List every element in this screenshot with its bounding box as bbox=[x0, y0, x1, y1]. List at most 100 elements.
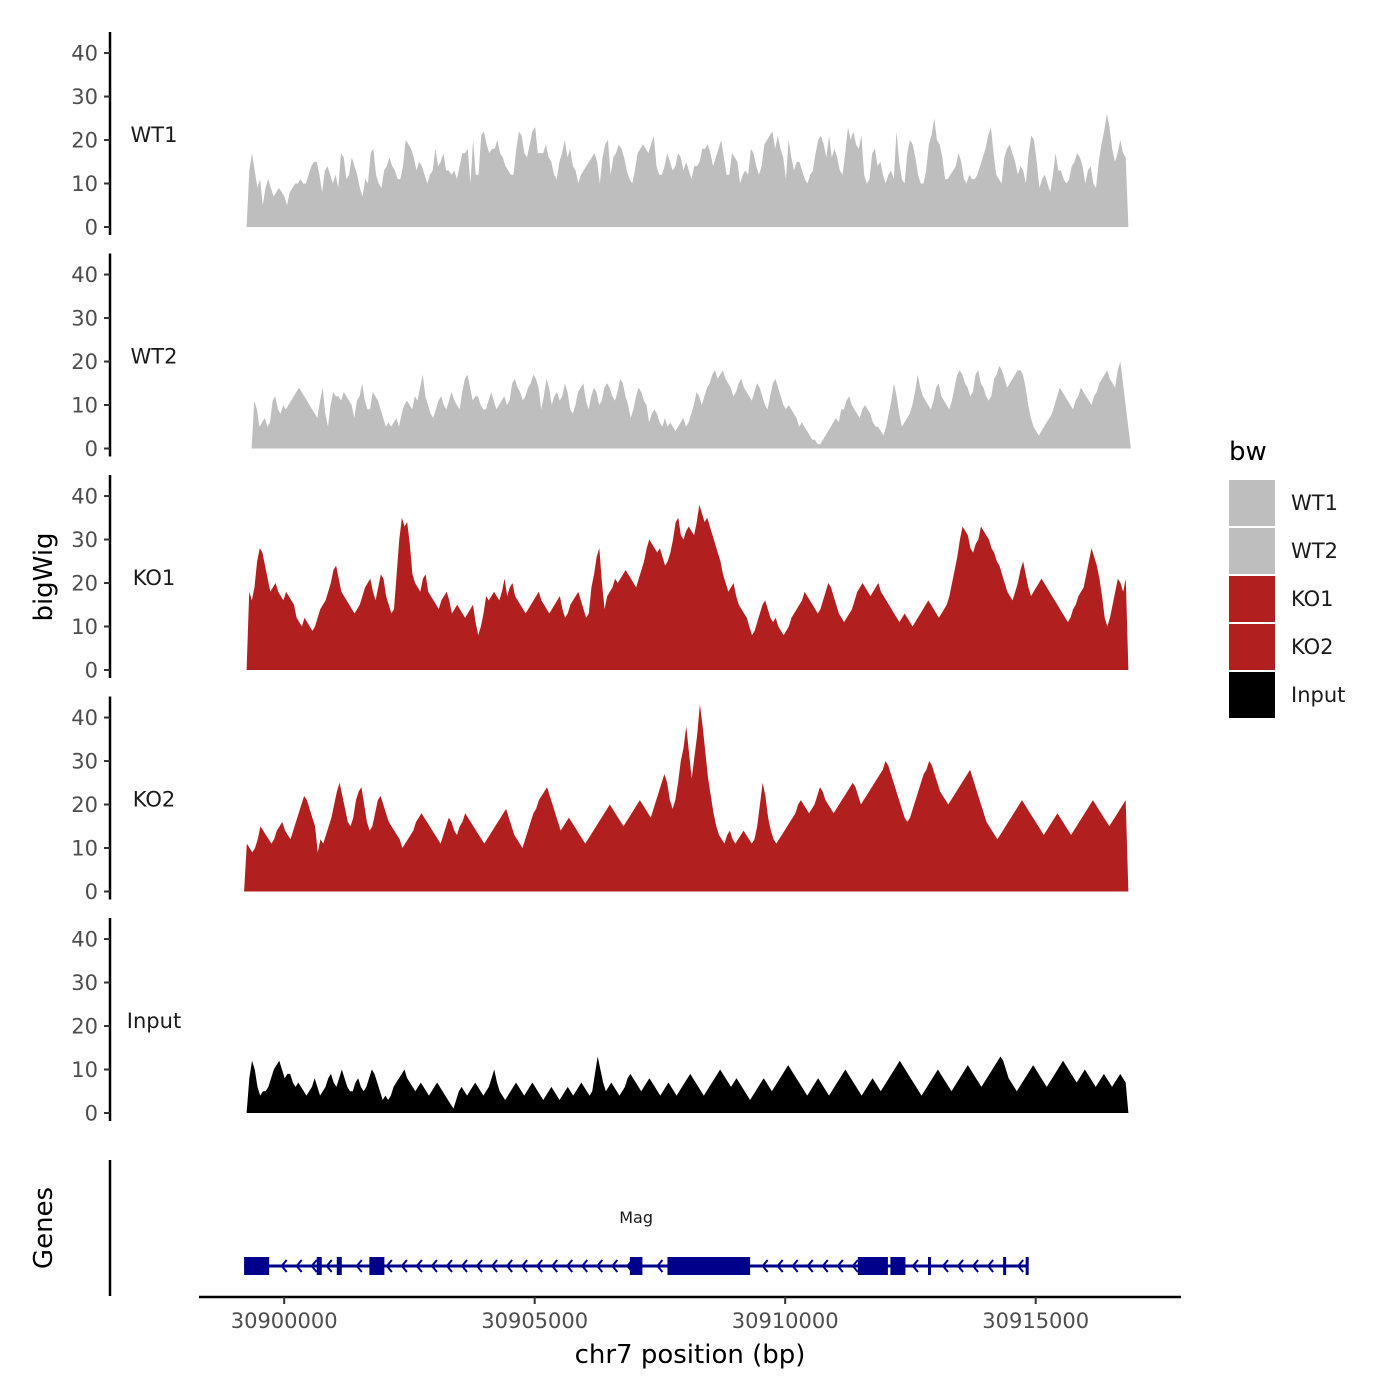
y-tick-label: 20 bbox=[71, 1015, 98, 1039]
x-axis-title: chr7 position (bp) bbox=[575, 1340, 806, 1370]
strand-arrow-icon bbox=[460, 1259, 468, 1273]
strand-arrow-icon bbox=[761, 1259, 769, 1273]
y-tick-label: 10 bbox=[71, 172, 98, 196]
strand-arrow-icon bbox=[821, 1259, 829, 1273]
strand-arrow-icon bbox=[430, 1259, 438, 1273]
strand-arrow-icon bbox=[776, 1259, 784, 1273]
legend-swatch bbox=[1229, 480, 1275, 526]
coverage-area-ko2 bbox=[244, 704, 1129, 892]
y-axis-title: bigWig bbox=[29, 532, 59, 621]
y-tick-label: 10 bbox=[71, 394, 98, 418]
strand-arrow-icon bbox=[550, 1259, 558, 1273]
legend-swatch bbox=[1229, 624, 1275, 670]
track-ko2: 0 10 20 30 40 KO2 bbox=[71, 696, 1129, 904]
track-wt1: 0 10 20 30 40 WT1 bbox=[71, 32, 1129, 240]
track-label-wt1: WT1 bbox=[131, 123, 178, 147]
y-tick-label: 20 bbox=[71, 793, 98, 817]
x-tick-label: 30910000 bbox=[732, 1309, 839, 1333]
exon bbox=[629, 1257, 643, 1275]
legend-item-input: Input bbox=[1229, 672, 1345, 718]
gene-label: Mag bbox=[619, 1208, 653, 1227]
exon bbox=[1003, 1257, 1007, 1275]
track-label-ko2: KO2 bbox=[133, 788, 176, 812]
strand-arrow-icon bbox=[490, 1259, 498, 1273]
legend-label: KO2 bbox=[1291, 635, 1334, 659]
track-label-ko1: KO1 bbox=[133, 566, 176, 590]
y-tick-label: 40 bbox=[71, 263, 98, 287]
exon bbox=[336, 1257, 342, 1275]
gene-mag: Mag bbox=[244, 1208, 1029, 1275]
exon bbox=[1025, 1257, 1029, 1275]
strand-arrow-icon bbox=[295, 1259, 303, 1273]
legend-label: WT1 bbox=[1291, 491, 1338, 515]
strand-arrow-icon bbox=[355, 1259, 363, 1273]
exon bbox=[890, 1257, 906, 1275]
track-input: 0 10 20 30 40 Input bbox=[71, 918, 1129, 1126]
y-tick-label: 40 bbox=[71, 706, 98, 730]
strand-arrow-icon bbox=[986, 1259, 994, 1273]
legend-label: WT2 bbox=[1291, 539, 1338, 563]
y-tick-label: 20 bbox=[71, 572, 98, 596]
x-tick-label: 30905000 bbox=[481, 1309, 588, 1333]
strand-arrow-icon bbox=[656, 1259, 664, 1273]
coverage-area-wt1 bbox=[246, 113, 1129, 227]
legend-swatch bbox=[1229, 672, 1275, 718]
strand-arrow-icon bbox=[505, 1259, 513, 1273]
y-tick-label: 30 bbox=[71, 528, 98, 552]
strand-arrow-icon bbox=[836, 1259, 844, 1273]
y-tick-label: 40 bbox=[71, 928, 98, 952]
legend-swatch bbox=[1229, 528, 1275, 574]
track-label-input: Input bbox=[127, 1009, 181, 1033]
y-tick-label: 40 bbox=[71, 42, 98, 66]
strand-arrow-icon bbox=[535, 1259, 543, 1273]
strand-arrow-icon bbox=[415, 1259, 423, 1273]
legend-item-wt2: WT2 bbox=[1229, 528, 1338, 574]
y-tick-label: 10 bbox=[71, 1058, 98, 1082]
legend-label: Input bbox=[1291, 683, 1345, 707]
genes-axis-title: Genes bbox=[29, 1187, 59, 1269]
strand-arrow-icon bbox=[806, 1259, 814, 1273]
y-tick-label: 40 bbox=[71, 485, 98, 509]
y-tick-label: 0 bbox=[85, 1102, 98, 1126]
y-tick-label: 0 bbox=[85, 659, 98, 683]
coverage-area-input bbox=[246, 1056, 1129, 1113]
x-axis: 30900000 30905000 30910000 30915000 bbox=[199, 1295, 1181, 1333]
strand-arrow-icon bbox=[791, 1259, 799, 1273]
y-tick-label: 30 bbox=[71, 750, 98, 774]
bigwig-tracks: 0 10 20 30 40 WT1 0 10 20 30 40 WT2 0 10 20 30 40 KO1 0 10 2… bbox=[71, 32, 1131, 1126]
coverage-area-ko1 bbox=[246, 504, 1129, 670]
y-tick-label: 20 bbox=[71, 129, 98, 153]
y-tick-label: 30 bbox=[71, 85, 98, 109]
strand-arrow-icon bbox=[611, 1259, 619, 1273]
y-tick-label: 30 bbox=[71, 307, 98, 331]
track-label-wt2: WT2 bbox=[131, 345, 178, 369]
strand-arrow-icon bbox=[310, 1259, 318, 1273]
strand-arrow-icon bbox=[445, 1259, 453, 1273]
y-tick-label: 20 bbox=[71, 350, 98, 374]
legend-item-ko1: KO1 bbox=[1229, 576, 1334, 622]
strand-arrow-icon bbox=[1016, 1259, 1024, 1273]
strand-arrow-icon bbox=[475, 1259, 483, 1273]
exon bbox=[927, 1257, 931, 1275]
strand-arrow-icon bbox=[520, 1259, 528, 1273]
legend-swatch bbox=[1229, 576, 1275, 622]
strand-arrow-icon bbox=[941, 1259, 949, 1273]
legend-item-ko2: KO2 bbox=[1229, 624, 1334, 670]
x-tick-label: 30900000 bbox=[231, 1309, 338, 1333]
genes-panel: Mag bbox=[108, 1160, 1029, 1296]
exon bbox=[316, 1257, 322, 1275]
legend-title: bw bbox=[1229, 437, 1267, 467]
strand-arrow-icon bbox=[911, 1259, 919, 1273]
x-tick-label: 30915000 bbox=[982, 1309, 1089, 1333]
legend-label: KO1 bbox=[1291, 587, 1334, 611]
track-ko1: 0 10 20 30 40 KO1 bbox=[71, 475, 1129, 683]
y-tick-label: 30 bbox=[71, 971, 98, 995]
legend: bw WT1 WT2 KO1 KO2 Input bbox=[1229, 437, 1345, 718]
exon bbox=[857, 1257, 888, 1275]
strand-arrow-icon bbox=[400, 1259, 408, 1273]
exon bbox=[369, 1257, 385, 1275]
track-wt2: 0 10 20 30 40 WT2 bbox=[71, 253, 1131, 461]
exon bbox=[244, 1257, 270, 1275]
